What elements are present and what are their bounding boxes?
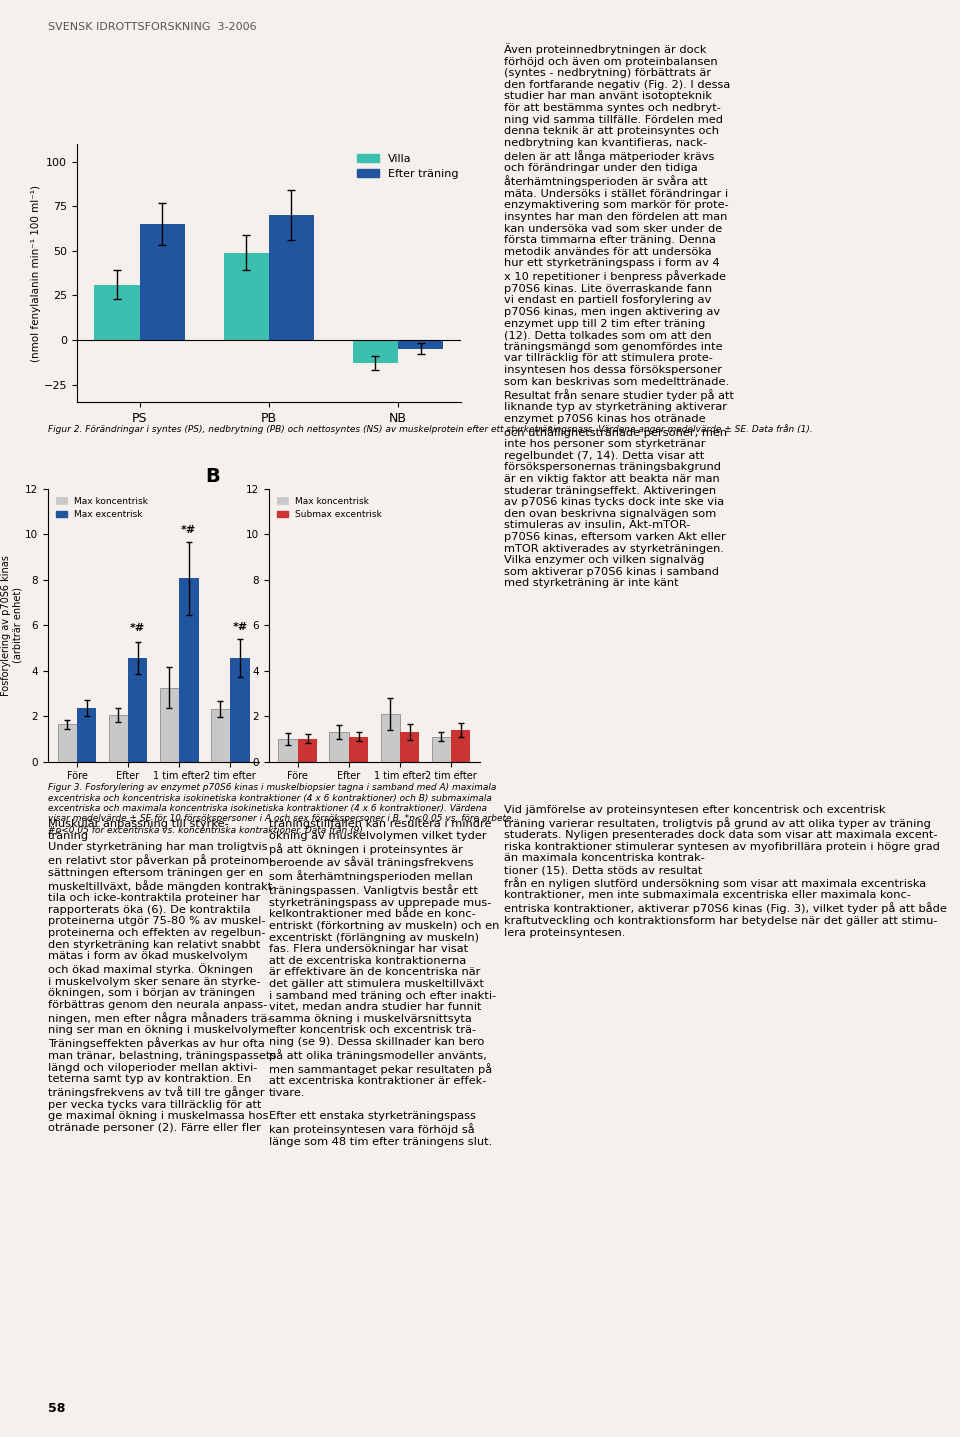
Legend: Max koncentrisk, Submax excentrisk: Max koncentrisk, Submax excentrisk bbox=[274, 493, 385, 523]
Y-axis label: Fosforylering av p70S6 kinas
(arbiträr enhet): Fosforylering av p70S6 kinas (arbiträr e… bbox=[1, 555, 22, 696]
Bar bbox=[128, 658, 148, 762]
Bar bbox=[269, 216, 314, 341]
Text: *#: *# bbox=[181, 525, 197, 535]
Bar bbox=[400, 731, 420, 762]
Bar bbox=[139, 224, 184, 341]
Legend: Villa, Efter träning: Villa, Efter träning bbox=[352, 149, 463, 184]
Bar bbox=[380, 714, 400, 762]
Text: Vid jämförelse av proteinsyntesen efter koncentrisk och excentrisk
träning varie: Vid jämförelse av proteinsyntesen efter … bbox=[504, 805, 947, 937]
Bar bbox=[58, 724, 77, 762]
Text: SVENSK IDROTTSFORSKNING  3-2006: SVENSK IDROTTSFORSKNING 3-2006 bbox=[48, 22, 256, 32]
Text: Figur 3. Fosforylering av enzymet p70S6 kinas i muskelbiopsier tagna i samband m: Figur 3. Fosforylering av enzymet p70S6 … bbox=[48, 783, 515, 835]
Bar bbox=[224, 253, 269, 341]
Bar bbox=[348, 737, 369, 762]
Text: B: B bbox=[205, 467, 220, 486]
Bar bbox=[180, 579, 199, 762]
Bar bbox=[77, 708, 96, 762]
Text: *#: *# bbox=[232, 622, 248, 632]
Text: 58: 58 bbox=[48, 1403, 65, 1415]
Text: träningstillfällen kan resultera i mindre
ökning av muskelvolymen vilket tyder
p: träningstillfällen kan resultera i mindr… bbox=[269, 819, 499, 1147]
Bar bbox=[159, 688, 180, 762]
Bar bbox=[298, 739, 317, 762]
Text: Även proteinnedbrytningen är dock
förhöjd och även om proteinbalansen
(syntes - : Även proteinnedbrytningen är dock förhöj… bbox=[504, 43, 734, 589]
Text: *#: *# bbox=[131, 624, 145, 634]
Text: Muskulär anpassning till styrke-
träning
Under styrketräning har man troligtvis
: Muskulär anpassning till styrke- träning… bbox=[48, 819, 276, 1132]
Bar bbox=[353, 341, 398, 364]
Bar bbox=[432, 737, 451, 762]
Bar bbox=[211, 710, 230, 762]
Bar bbox=[451, 730, 470, 762]
Legend: Max koncentrisk, Max excentrisk: Max koncentrisk, Max excentrisk bbox=[53, 493, 152, 523]
Bar bbox=[108, 716, 128, 762]
Text: Figur 2. Förändringar i syntes (PS), nedbrytning (PB) och nettosyntes (NS) av mu: Figur 2. Förändringar i syntes (PS), ned… bbox=[48, 424, 813, 434]
Bar bbox=[329, 731, 348, 762]
Bar bbox=[230, 658, 250, 762]
Bar bbox=[278, 739, 298, 762]
Bar bbox=[94, 285, 139, 341]
Bar bbox=[398, 341, 444, 349]
Y-axis label: (nmol fenylalanin min⁻¹ 100 ml⁻¹): (nmol fenylalanin min⁻¹ 100 ml⁻¹) bbox=[31, 184, 40, 362]
